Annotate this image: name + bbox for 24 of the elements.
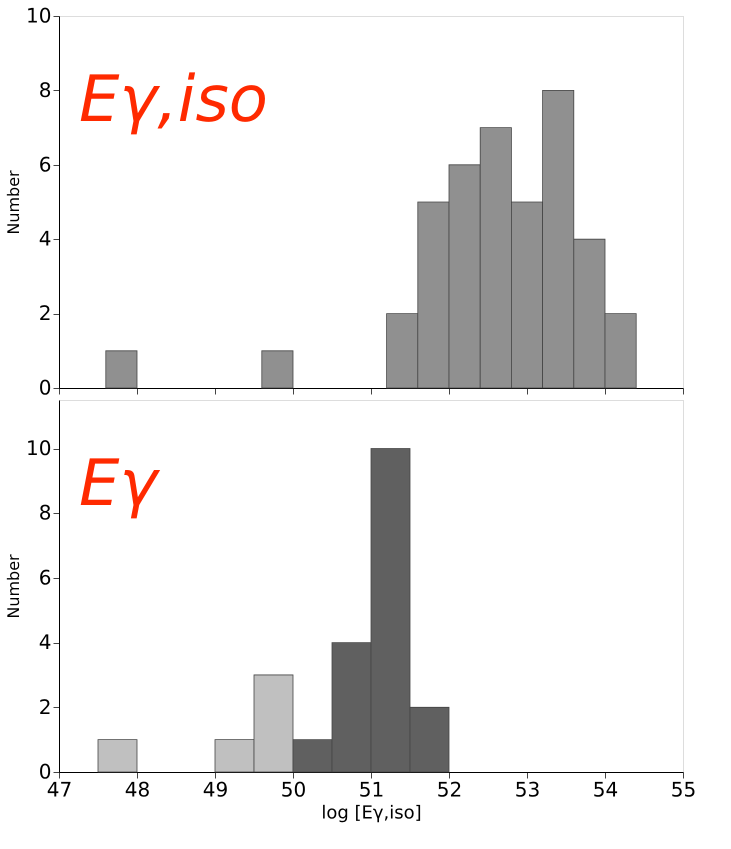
x-tick-label: 49 [202,778,228,802]
y-tick-label: 10 [26,4,52,28]
x-tick-label: 54 [592,778,618,802]
x-tick-label: 50 [280,778,306,802]
y-tick-label: 0 [38,376,52,400]
annotation: Eγ [79,447,160,521]
x-tick-label: 53 [514,778,540,802]
x-tick-label: 52 [436,778,462,802]
annotation: Eγ,iso [79,63,268,137]
y-tick-label: 4 [38,226,52,251]
y-axis-title: Number [4,170,24,235]
y-tick-label: 6 [38,152,52,176]
x-tick-label: 55 [670,778,696,802]
y-tick-label: 8 [38,500,52,525]
y-tick-label: 8 [38,78,52,102]
y-tick-label: 2 [38,694,52,719]
x-axis-title: log [Eγ,iso] [321,802,422,824]
y-tick-label: 4 [38,630,52,654]
y-axis-title: Number [4,554,24,619]
y-tick-label: 2 [38,301,52,326]
y-tick-label: 10 [26,436,52,460]
x-tick-label: 48 [124,778,150,802]
x-tick-label: 51 [358,778,384,802]
y-tick-label: 6 [38,565,52,590]
